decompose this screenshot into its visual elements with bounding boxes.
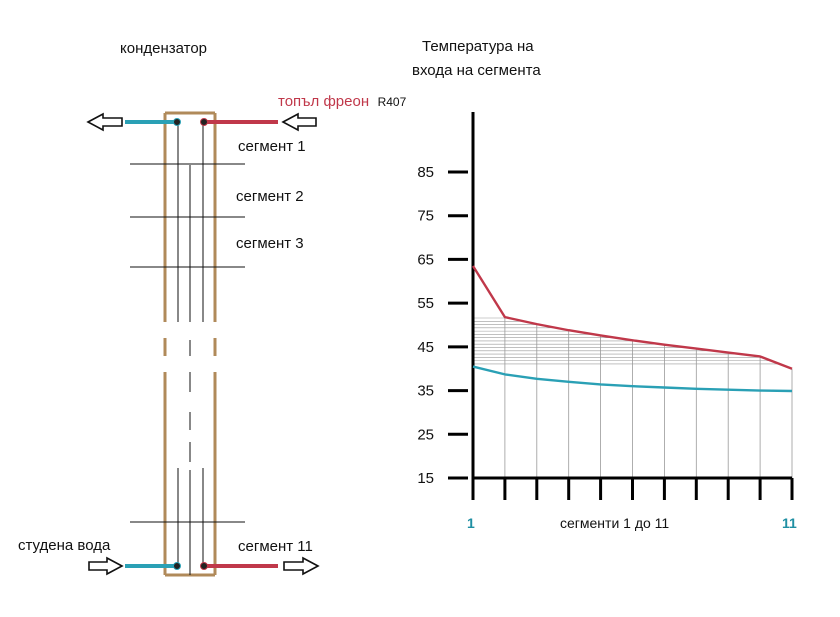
- chart-title-line-2: входа на сегмента: [412, 62, 541, 79]
- hot-freon-label: топъл фреон: [278, 93, 369, 110]
- chart-title-line-1: Температура на: [422, 38, 534, 55]
- chart-axes: 15 25 35 45 55 65 75 85: [417, 112, 794, 500]
- hot-outlet-port: [200, 562, 208, 570]
- y-tick-label: 15: [417, 470, 434, 487]
- segment-label-1: сегмент 1: [238, 138, 306, 155]
- condenser-title: кондензатор: [120, 40, 207, 57]
- cold-water-label: студена вода: [18, 537, 111, 554]
- cold-inlet-port: [173, 562, 181, 570]
- y-tick-label: 45: [417, 339, 434, 356]
- temperature-chart: Температура на входа на сегмента 15 25 35 4…: [412, 38, 797, 531]
- chart-grid: [473, 317, 793, 478]
- y-tick-label: 25: [417, 426, 434, 443]
- segment-label-11: сегмент 11: [238, 538, 313, 555]
- segment-label-2: сегмент 2: [236, 188, 304, 205]
- y-tick-label: 55: [417, 295, 434, 312]
- segment-label-3: сегмент 3: [236, 235, 304, 252]
- chart-series: [471, 265, 793, 393]
- water-temperature-line: [472, 365, 793, 393]
- arrow-right-cold-in-icon: [88, 556, 124, 576]
- y-tick-label: 75: [417, 208, 434, 225]
- cold-outlet-port: [173, 118, 181, 126]
- condenser-schematic: кондензатор сегмент 1 сегмент 2 сегмент …: [18, 40, 407, 577]
- arrow-right-hot-out-icon: [283, 556, 320, 576]
- x-start-label: 1: [467, 515, 475, 531]
- x-axis-label: сегменти 1 до 11: [560, 515, 669, 531]
- y-tick-label: 85: [417, 164, 434, 181]
- y-tick-label: 65: [417, 251, 434, 268]
- x-end-label: 11: [782, 515, 797, 531]
- arrow-left-hot-in-icon: [281, 112, 317, 132]
- arrow-left-top-icon: [86, 112, 123, 132]
- hot-freon-label-group: топъл фреон R407: [278, 93, 407, 110]
- y-tick-label: 35: [417, 383, 434, 400]
- hot-inlet-port: [200, 118, 208, 126]
- refrigerant-code: R407: [378, 95, 407, 109]
- freon-temperature-line: [471, 265, 793, 370]
